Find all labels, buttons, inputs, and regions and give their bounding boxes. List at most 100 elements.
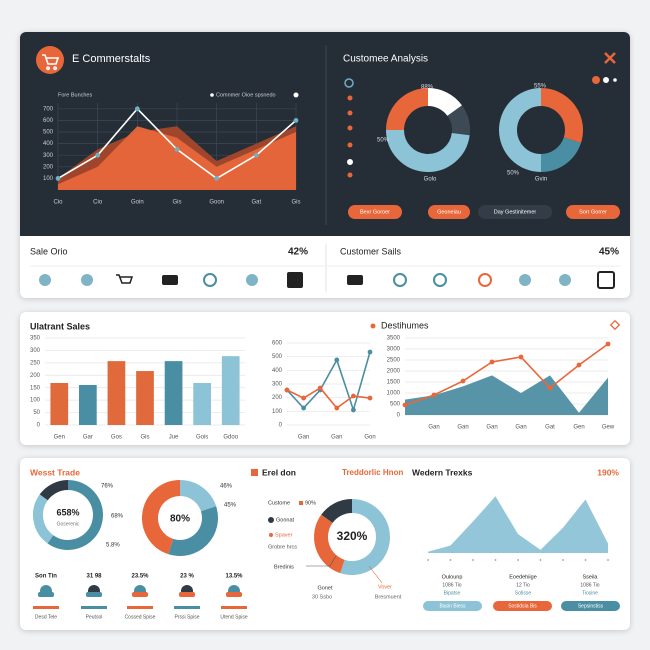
stat-label: Prssi Spise — [174, 614, 199, 620]
donut-sub: Goserenic — [57, 521, 80, 527]
donut-label: Custome — [268, 500, 290, 506]
marker — [293, 118, 299, 123]
pill[interactable] — [423, 601, 482, 611]
donut-slice — [340, 499, 390, 575]
donut-slice — [33, 494, 54, 544]
bar — [50, 382, 69, 425]
button[interactable] — [428, 205, 470, 219]
donut-label: Vover — [378, 584, 392, 590]
y-tick-label: 400 — [272, 368, 283, 374]
button[interactable] — [348, 205, 402, 219]
bar — [164, 361, 183, 425]
stat-bar — [127, 606, 153, 609]
marker — [317, 385, 323, 391]
donut-slice — [447, 105, 470, 136]
stat-icon — [132, 592, 148, 597]
y-tick-label: 250 — [30, 360, 41, 366]
marker — [214, 176, 220, 181]
donut-label: Golo — [424, 177, 437, 183]
section-value: 45% — [599, 247, 619, 258]
y-tick-label: 500 — [390, 402, 401, 408]
button-label: Bexr Goroer — [360, 209, 390, 215]
bar — [221, 356, 240, 425]
marker — [334, 357, 340, 363]
axis-dot — [539, 559, 542, 561]
leader-line — [368, 565, 383, 584]
donut-slice — [47, 480, 103, 550]
bar — [107, 361, 126, 425]
strip-icon — [393, 273, 407, 287]
x-tick-label: Gis — [173, 200, 182, 206]
x-tick-label: Gan — [298, 435, 309, 441]
x-tick-label: Cio — [53, 200, 63, 206]
x-tick-label: Gos — [111, 435, 122, 441]
area — [405, 375, 608, 415]
donut-label: 30 Ssbo — [312, 594, 332, 600]
x-tick-label: Gen — [573, 425, 584, 431]
column-text: Tiosine — [582, 590, 598, 596]
pill[interactable] — [493, 601, 552, 611]
panel-title: Customee Analysis — [343, 54, 428, 65]
line — [404, 343, 609, 406]
stat-label: Utend Spise — [220, 614, 247, 620]
x-tick-label: Gan — [515, 425, 526, 431]
marker — [402, 402, 408, 408]
marker — [334, 405, 340, 411]
marker — [301, 405, 306, 411]
button-label: Day Gestinitemer — [494, 209, 537, 215]
area — [58, 126, 296, 190]
x-tick-label: Gat — [251, 200, 261, 206]
section-title: Sale Orio — [30, 246, 68, 256]
column-text: Sotisse — [515, 590, 532, 596]
cart-badge — [36, 46, 64, 74]
marker — [174, 147, 180, 152]
x-tick-label: Gat — [545, 425, 555, 431]
y-tick-label: 400 — [43, 141, 54, 147]
stat-value: 23 % — [180, 574, 194, 580]
x-tick-label: Gdoo — [223, 435, 238, 441]
side-icon — [347, 125, 353, 131]
bar — [79, 384, 97, 425]
x-tick-label: Gan — [428, 425, 439, 431]
close-icon[interactable] — [604, 52, 616, 64]
stat-label: Peutsol — [86, 614, 103, 620]
chart-title: Wedern Trexks — [412, 467, 473, 477]
donut-label: Bredinis — [274, 564, 294, 570]
column-text: 1086 Tio — [442, 582, 461, 588]
pill[interactable] — [561, 601, 620, 611]
x-tick-label: Goin — [131, 200, 144, 206]
legend-swatch — [210, 93, 214, 97]
strip-icon — [246, 274, 258, 286]
column-text: Bipatse — [444, 590, 461, 596]
marker — [489, 359, 495, 365]
y-tick-label: 0 — [397, 413, 401, 419]
stat-value: 31 98 — [86, 574, 102, 580]
strip-icon — [519, 274, 531, 286]
marker — [253, 152, 259, 158]
button[interactable] — [566, 205, 620, 219]
y-tick-label: 1500 — [387, 380, 401, 386]
button[interactable] — [478, 205, 552, 219]
marker — [431, 392, 437, 398]
y-tick-label: 0 — [279, 423, 283, 429]
donut-label: Bresmuent — [375, 594, 402, 600]
cart-icon — [42, 54, 60, 71]
x-tick-label: Gan — [457, 425, 468, 431]
marker — [351, 407, 356, 413]
stat-icon — [38, 592, 54, 597]
y-tick-label: 300 — [43, 153, 54, 159]
strip-icon — [81, 274, 93, 286]
marker — [605, 341, 611, 347]
legend-swatch — [299, 501, 303, 505]
pill-label: Basin Biess — [439, 603, 466, 609]
x-tick-label: Gan — [331, 435, 342, 441]
chart-title: Wesst Trade — [30, 467, 80, 477]
y-tick-label: 3000 — [387, 347, 401, 353]
legend-label: Comnmer Oioe spsnedo — [216, 92, 276, 98]
strip-icon — [559, 274, 571, 286]
x-tick-label: Gew — [602, 425, 615, 431]
donut-label: 5.8% — [106, 543, 120, 549]
dot — [613, 78, 617, 82]
side-icon — [344, 78, 354, 88]
diamond-icon — [609, 319, 621, 331]
